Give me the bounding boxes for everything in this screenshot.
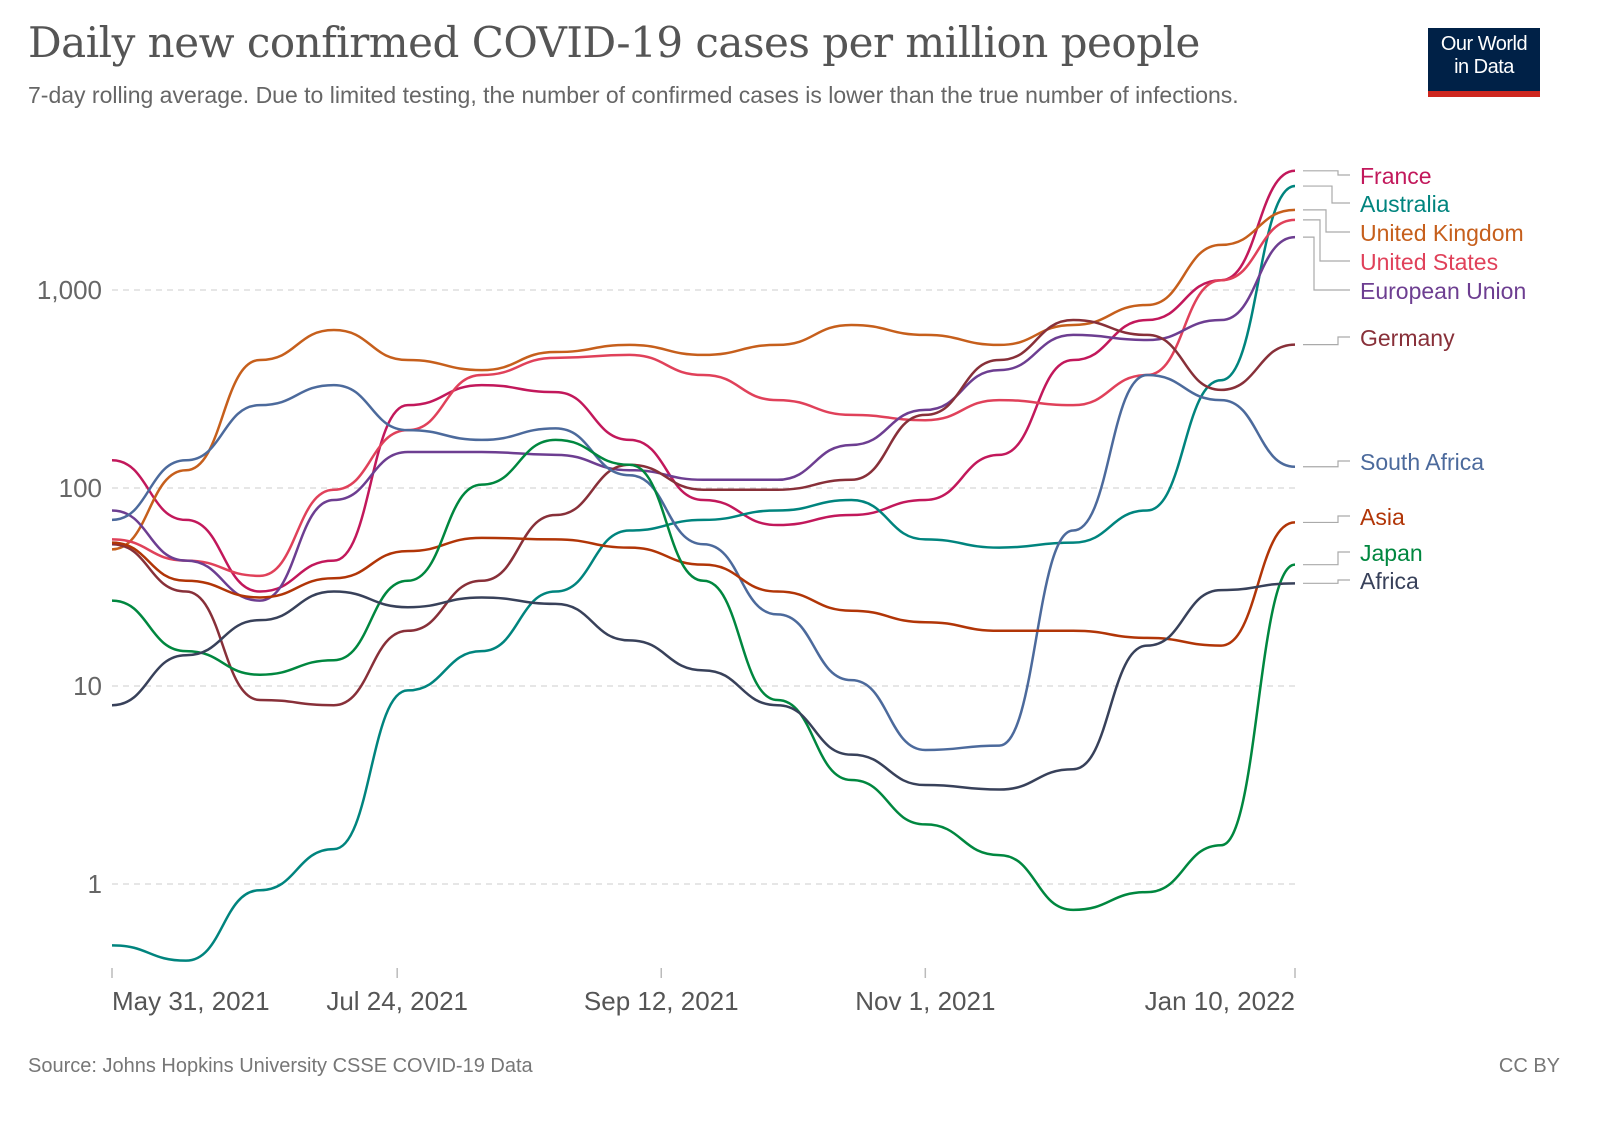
- y-tick-label: 100: [59, 473, 102, 503]
- series-line-france: [111, 169, 1296, 593]
- legend-connector: [1303, 185, 1350, 204]
- y-tick-label: 10: [73, 671, 102, 701]
- series-line-united-kingdom: [111, 208, 1296, 551]
- series-line-european-union: [111, 235, 1296, 602]
- legend-connector: [1303, 460, 1350, 468]
- legend-label-united-kingdom[interactable]: United Kingdom: [1360, 220, 1524, 246]
- legend-connector: [1303, 551, 1350, 566]
- legend-connector: [1303, 236, 1350, 291]
- chart-subtitle: 7-day rolling average. Due to limited te…: [28, 82, 1239, 108]
- series-line-australia: [111, 184, 1296, 962]
- legend-label-germany[interactable]: Germany: [1360, 325, 1455, 351]
- series-line-germany: [111, 318, 1296, 707]
- x-tick-label: May 31, 2021: [112, 986, 270, 1016]
- license-link[interactable]: CC BY: [1498, 1055, 1560, 1077]
- legend-connector: [1303, 219, 1350, 262]
- owid-logo[interactable]: Our World in Data: [1428, 28, 1540, 97]
- legend-connector: [1303, 579, 1350, 584]
- series-line-japan: [111, 438, 1296, 912]
- legend-connector: [1303, 170, 1350, 176]
- x-tick-label: Nov 1, 2021: [855, 986, 995, 1016]
- legend-connector: [1303, 336, 1350, 346]
- series-line-united-states: [111, 218, 1296, 578]
- x-tick-label: Jan 10, 2022: [1145, 986, 1295, 1016]
- legend-label-france[interactable]: France: [1360, 163, 1432, 189]
- legend-label-european-union[interactable]: European Union: [1360, 278, 1526, 304]
- legend-connector: [1303, 209, 1350, 233]
- chart-title: Daily new confirmed COVID-19 cases per m…: [28, 18, 1200, 67]
- y-tick-label: 1: [88, 869, 102, 899]
- source-note[interactable]: Source: Johns Hopkins University CSSE CO…: [28, 1055, 533, 1077]
- x-tick-label: Jul 24, 2021: [326, 986, 468, 1016]
- legend-label-asia[interactable]: Asia: [1360, 504, 1405, 530]
- y-tick-label: 1,000: [37, 275, 102, 305]
- x-tick-label: Sep 12, 2021: [584, 986, 739, 1016]
- series-line-asia: [111, 521, 1296, 647]
- legend-label-africa[interactable]: Africa: [1360, 568, 1419, 594]
- series-line-south-africa: [111, 373, 1296, 752]
- series-line-africa: [111, 582, 1296, 791]
- legend-label-south-africa[interactable]: South Africa: [1360, 449, 1484, 475]
- legend-label-japan[interactable]: Japan: [1360, 540, 1423, 566]
- legend-label-united-states[interactable]: United States: [1360, 249, 1498, 275]
- legend-connector: [1303, 515, 1350, 524]
- legend-label-australia[interactable]: Australia: [1360, 191, 1450, 217]
